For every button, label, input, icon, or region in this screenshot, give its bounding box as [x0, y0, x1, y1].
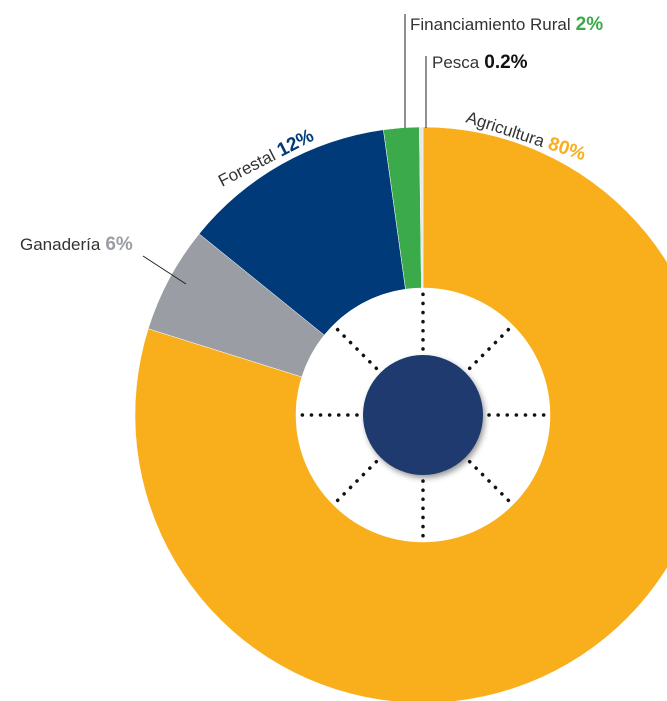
dotted-spoke: [333, 325, 379, 371]
value-label: 0.2%: [484, 52, 527, 73]
slice-label: Pesca 0.2%: [432, 52, 528, 73]
category-name: Financiamiento Rural: [410, 15, 571, 34]
category-name: Pesca: [432, 53, 480, 72]
value-label: 2%: [576, 14, 604, 35]
center-disc: [363, 355, 483, 475]
dotted-spoke: [333, 459, 379, 505]
slice-label: Ganadería 6%: [20, 234, 133, 255]
dotted-spoke: [467, 325, 513, 371]
dotted-spoke: [467, 459, 513, 505]
slice-label: Financiamiento Rural 2%: [410, 14, 603, 35]
category-name: Ganadería: [20, 235, 101, 254]
leader-line: [142, 255, 187, 285]
value-label: 6%: [105, 234, 133, 255]
